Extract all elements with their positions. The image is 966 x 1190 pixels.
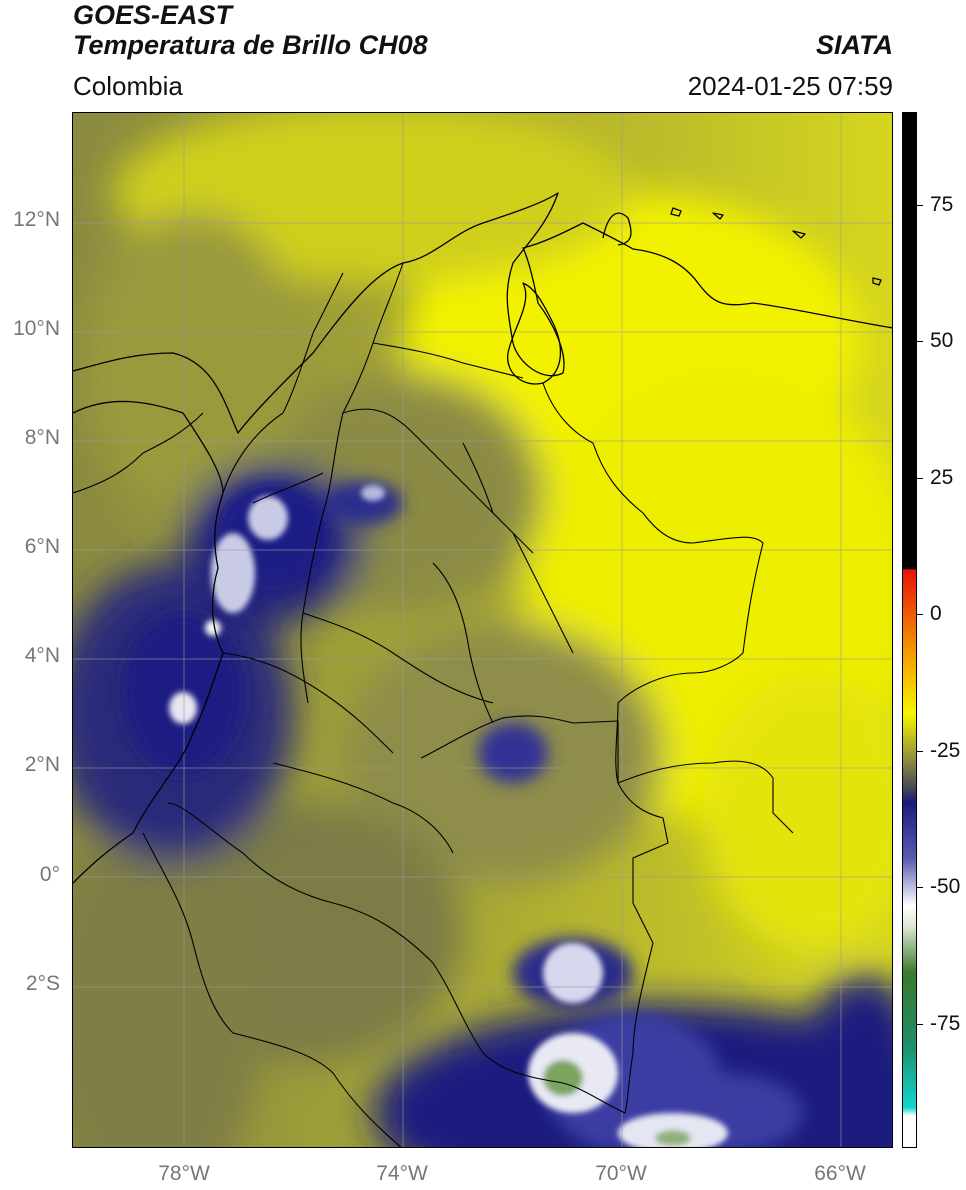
graticule [73, 113, 892, 1147]
lon-label-66w: 66°W [814, 1162, 866, 1185]
colorbar-tickmark [917, 614, 923, 615]
borders [73, 262, 794, 1147]
lon-label-74w: 74°W [376, 1162, 428, 1185]
lon-label-70w: 70°W [595, 1162, 647, 1185]
colorbar-tick-50: 50 [930, 329, 954, 352]
region-label: Colombia [73, 71, 183, 101]
lat-label-0: 0° [39, 863, 60, 886]
satellite-map[interactable] [72, 112, 893, 1148]
colorbar-tickmark [917, 478, 923, 479]
lat-label-6n: 6°N [24, 535, 60, 558]
colorbar-tick-minus25: -25 [930, 739, 961, 762]
lat-label-12n: 12°N [13, 208, 60, 231]
lat-label-4n: 4°N [24, 644, 60, 667]
colorbar-tick-75: 75 [930, 193, 954, 216]
map-svg [73, 113, 892, 1147]
lat-label-2n: 2°N [24, 753, 60, 776]
colorbar-tickmark [917, 341, 923, 342]
timestamp-label: 2024-01-25 07:59 [687, 71, 893, 101]
lat-label-2s: 2°S [25, 972, 60, 995]
colorbar-tickmark [917, 887, 923, 888]
coldest-cores [169, 485, 728, 1147]
colorbar-tick-25: 25 [930, 466, 954, 489]
colorbar-tick-minus50: -50 [930, 875, 961, 898]
lon-label-78w: 78°W [158, 1162, 210, 1185]
brand-label: SIATA [816, 30, 893, 60]
product-title: Temperatura de Brillo CH08 [73, 30, 428, 60]
satellite-title: GOES-EAST [73, 0, 233, 30]
coastlines [73, 192, 892, 884]
colorbar [902, 112, 917, 1148]
colorbar-tick-0: 0 [930, 602, 942, 625]
lat-label-8n: 8°N [24, 426, 60, 449]
colorbar-tickmark [917, 751, 923, 752]
colorbar-tickmark [917, 1024, 923, 1025]
lat-label-10n: 10°N [13, 317, 60, 340]
colorbar-svg [903, 113, 916, 1147]
colorbar-tick-minus75: -75 [930, 1012, 961, 1035]
colorbar-tickmark [917, 205, 923, 206]
